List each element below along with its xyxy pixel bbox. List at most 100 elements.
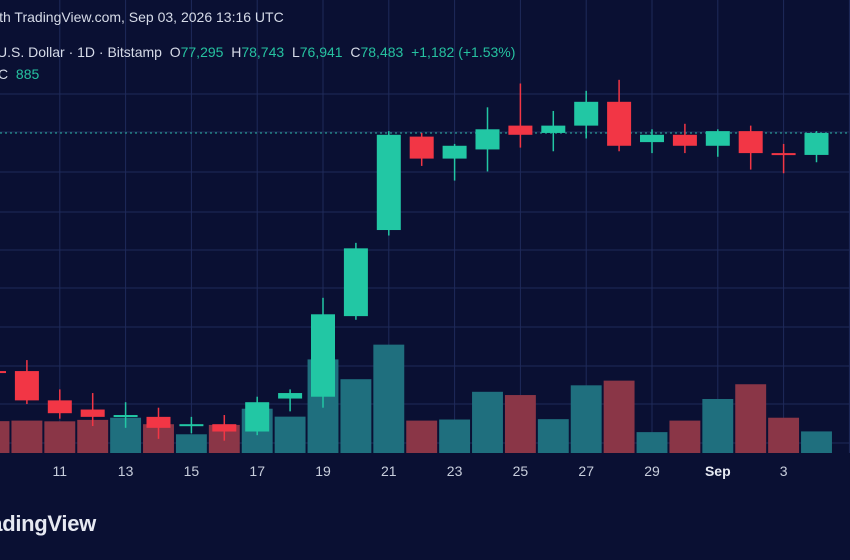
close-label: C	[350, 44, 361, 60]
tradingview-watermark: radingView	[0, 511, 96, 536]
volume-bar	[439, 419, 471, 453]
candle-body	[574, 101, 599, 126]
volume-bar	[406, 420, 438, 453]
volume-bar	[570, 385, 602, 453]
volume-bar	[274, 416, 306, 453]
volume-bar	[504, 395, 536, 453]
candle	[376, 131, 401, 236]
x-tick-label: 21	[381, 463, 397, 479]
candle-body	[672, 134, 697, 146]
volume-bars	[0, 344, 832, 453]
volume-bar	[735, 384, 767, 453]
x-tick-label: 19	[315, 463, 331, 479]
candle-body	[311, 314, 335, 397]
high-value: 78,743	[241, 44, 285, 60]
candle-body	[771, 153, 796, 156]
candle-body	[113, 415, 138, 418]
x-tick-label: 15	[184, 463, 200, 479]
x-axis-ticks: 11 13 15 17 19 21 23 25 27 29 Sep 3	[53, 463, 788, 479]
candle	[607, 79, 632, 152]
published-line: ith TradingView.com, Sep 03, 2026 13:16 …	[0, 9, 284, 25]
symbol-name[interactable]: U.S. Dollar · 1D · Bitstamp	[0, 44, 162, 60]
candle	[409, 132, 434, 166]
candle	[738, 125, 763, 170]
x-tick-label: 3	[780, 463, 788, 479]
candle-body	[146, 416, 171, 428]
candle-body	[0, 371, 6, 374]
open-label: O	[169, 44, 181, 60]
candle-body	[442, 145, 467, 159]
candle	[640, 129, 664, 154]
candles	[0, 79, 829, 441]
candle	[80, 393, 105, 427]
x-tick-label: 17	[249, 463, 265, 479]
candle	[311, 297, 335, 408]
candle	[508, 83, 533, 148]
volume-bar	[702, 399, 734, 453]
x-tick-label: 23	[447, 463, 463, 479]
volume-bar	[669, 420, 701, 453]
candle-body	[376, 134, 401, 231]
candle-body	[47, 400, 72, 414]
candle-body	[278, 393, 303, 399]
candle-body	[245, 402, 270, 432]
x-tick-label: 11	[53, 463, 68, 479]
candle	[672, 123, 697, 154]
candle-body	[541, 125, 566, 133]
candle-body	[508, 125, 533, 135]
symbol-ohlc-legend: U.S. Dollar · 1D · Bitstamp O77,295 H78,…	[0, 44, 515, 60]
candle	[475, 107, 500, 172]
candle	[0, 371, 6, 374]
volume-label: C	[0, 66, 9, 82]
candle	[442, 143, 467, 181]
candle-body	[475, 129, 500, 150]
candle-body	[14, 371, 39, 401]
volume-bar	[175, 434, 207, 453]
volume-bar	[472, 391, 503, 453]
candle-body	[409, 136, 434, 159]
volume-bar	[0, 421, 10, 453]
candle	[146, 407, 171, 439]
volume-bar	[537, 419, 569, 453]
volume-bar	[801, 431, 832, 453]
candle	[212, 415, 237, 441]
high-label: H	[231, 44, 242, 60]
volume-legend: C 885	[0, 66, 39, 82]
x-tick-label: 27	[578, 463, 594, 479]
volume-bar	[768, 417, 800, 453]
x-tick-label: Sep	[705, 463, 731, 479]
candle-body	[212, 424, 237, 432]
candle	[574, 90, 599, 139]
volume-bar	[11, 420, 43, 453]
candle	[343, 242, 368, 320]
candle	[245, 396, 270, 436]
change-value: +1,182 (+1.53%)	[411, 44, 516, 60]
volume-value: 885	[15, 66, 40, 82]
x-tick-label: 29	[644, 463, 660, 479]
candle	[47, 389, 72, 419]
candle	[14, 360, 39, 405]
candle-body	[738, 131, 763, 154]
volume-bar	[340, 379, 372, 453]
candle-body	[804, 132, 829, 155]
candle	[771, 143, 796, 174]
low-label: L	[291, 44, 300, 60]
chart-grid	[0, 0, 850, 453]
candle-body	[80, 409, 105, 417]
volume-bar	[44, 421, 76, 453]
candle	[541, 110, 566, 152]
candle	[705, 129, 730, 157]
x-tick-label: 13	[118, 463, 134, 479]
candle-body	[640, 134, 664, 143]
close-value: 78,483	[360, 44, 404, 60]
candle-body	[179, 424, 204, 427]
candle	[113, 402, 138, 428]
candle-body	[705, 131, 730, 146]
candle-body	[607, 101, 632, 146]
volume-bar	[636, 432, 668, 453]
candle	[804, 131, 829, 163]
volume-bar	[603, 380, 635, 453]
candle	[278, 389, 303, 412]
open-value: 77,295	[180, 44, 224, 60]
